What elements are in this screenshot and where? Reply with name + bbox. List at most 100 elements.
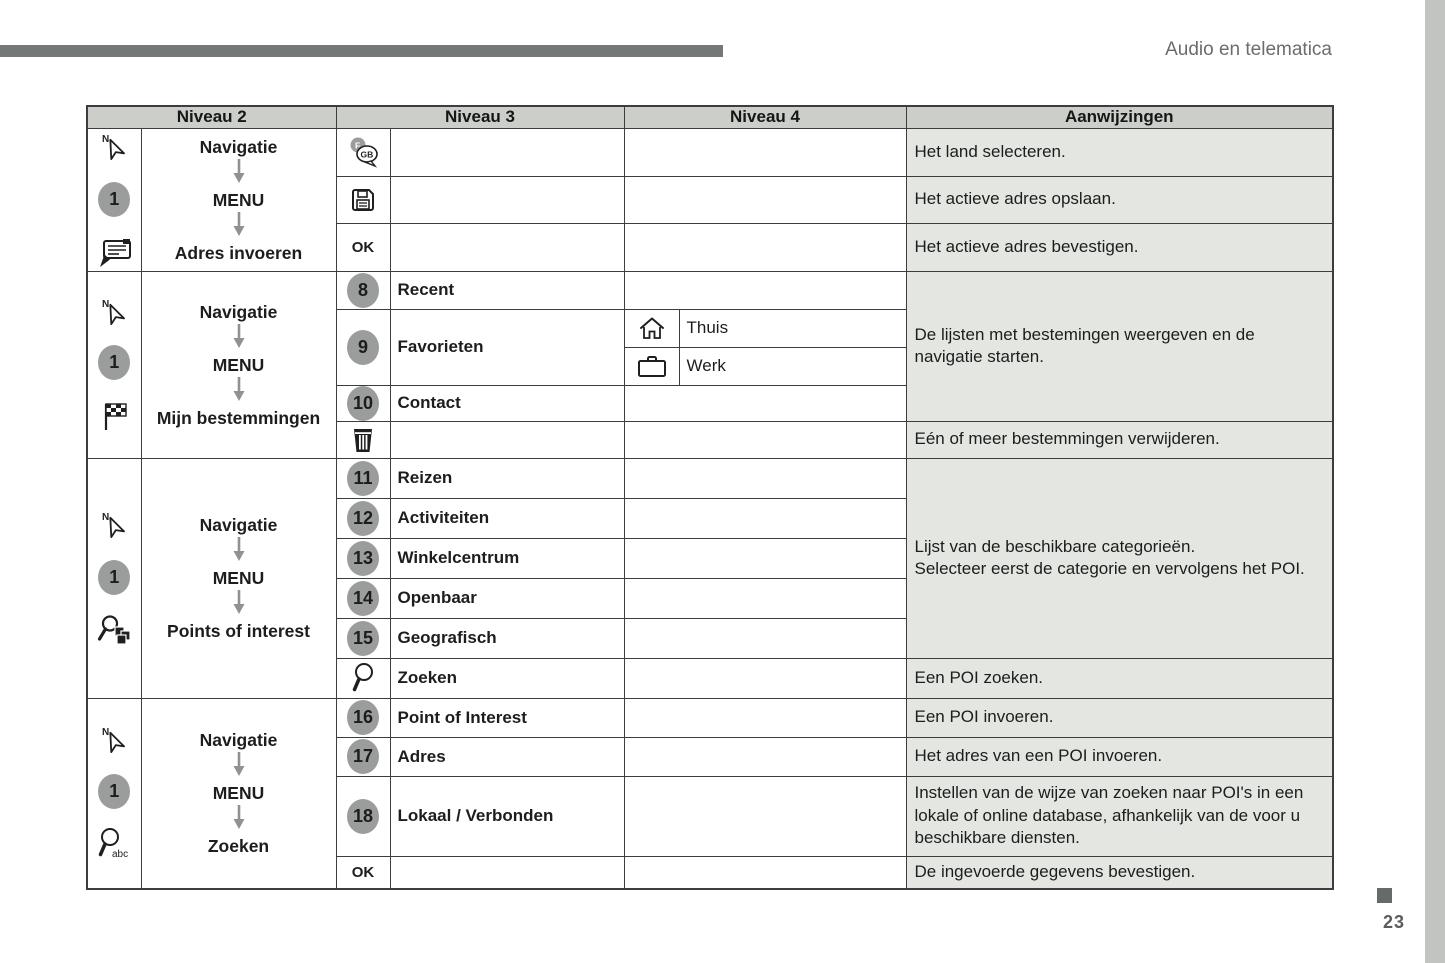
empty-cell [623,657,907,699]
number-badge: 16 [347,700,379,735]
table-row: OK Het actieve adres bevestigen. [87,222,1334,272]
number-badge-cell: 10 [335,384,391,422]
niveau2-path-cell: Navigatie MENU Zoeken [140,697,337,890]
menu-item-label: Geografisch [389,617,625,659]
menu-structure-table: Niveau 2 Niveau 3 Niveau 4 Aanwijzingen … [86,105,1334,890]
empty-cell [623,420,907,459]
number-badge: 9 [347,329,379,365]
empty-cell [623,775,907,857]
table-row: N 1 Navigatie MENU Adres invoeren [86,127,1334,272]
empty-cell [623,384,907,422]
checkered-flag-icon [100,399,128,433]
instruction-cell: Het actieve adres opslaan. [905,175,1334,224]
number-badge-cell: 8 [335,270,391,310]
down-arrow-icon [233,803,245,836]
menu-item-label: Zoeken [389,657,625,699]
address-entry-icon [95,238,133,268]
niveau2-icon-cell: N 1 [86,457,142,699]
number-badge-cell: 16 [335,697,391,738]
down-arrow-icon [233,588,245,621]
table-row: Zoeken Een POI zoeken. [87,657,1334,699]
svg-text:N: N [102,299,109,310]
down-arrow-icon [233,157,245,190]
search-icon-cell [335,657,391,699]
menu-item-label: Lokaal / Verbonden [389,775,625,857]
empty-cell [389,127,625,177]
menu-path-item: Adres invoeren [174,242,303,263]
number-badge: 13 [347,540,379,576]
menu-path-item: Mijn bestemmingen [156,407,321,428]
svg-text:N: N [102,512,109,523]
svg-text:F: F [355,141,360,151]
ok-button-label: OK [335,855,391,890]
briefcase-icon [625,354,678,378]
save-icon-cell [335,175,391,224]
table-row: OK De ingevoerde gegevens bevestigen. [87,855,1334,890]
empty-cell [623,537,907,579]
empty-cell [623,736,907,777]
language-selection-icon-cell: F GB [335,127,391,177]
svg-text:N: N [102,727,109,738]
instruction-cell: Het land selecteren. [905,127,1334,177]
instruction-cell: Instellen van de wijze van zoeken naar P… [905,775,1334,857]
number-badge: 14 [347,580,379,616]
number-badge: 11 [347,460,379,496]
instruction-cell: Lijst van de beschikbare categorieën. Se… [905,457,1334,659]
compass-icon: N [100,510,128,540]
step-1-badge: 1 [98,182,131,217]
niveau2-icon-cell: N 1 abc [86,697,142,890]
briefcase-icon-cell [623,346,680,386]
column-header-niveau3: Niveau 3 [335,105,625,129]
column-header-niveau2: Niveau 2 [86,105,337,129]
step-1-badge: 1 [98,559,131,595]
empty-cell [389,855,625,890]
menu-item-label: Reizen [389,457,625,499]
menu-item-label: Winkelcentrum [389,537,625,579]
instruction-cell: Het adres van een POI invoeren. [905,736,1334,777]
menu-path-item: Navigatie [199,730,278,751]
page-edge-rail [1425,0,1445,963]
empty-cell [389,175,625,224]
niveau2-path-cell: Navigatie MENU Points of interest [140,457,337,699]
menu-item-label: Contact [389,384,625,422]
empty-cell [623,175,907,224]
instruction-cell: Het actieve adres bevestigen. [905,222,1334,272]
number-badge: 8 [347,272,379,308]
number-badge-cell: 13 [335,537,391,579]
number-badge: 18 [347,798,379,834]
instruction-cell: Een POI invoeren. [905,697,1334,738]
language-selection-icon: F GB [337,136,389,168]
trash-icon-cell [335,420,391,459]
empty-cell [623,497,907,539]
top-accent-bar [0,45,723,57]
home-icon-cell [623,308,680,348]
column-header-aanwijzingen: Aanwijzingen [905,105,1334,129]
table-row: 15 Geografisch [87,617,1333,659]
svg-text:N: N [102,134,109,145]
table-row: Het actieve adres opslaan. [87,175,1334,224]
menu-item-label: Activiteiten [389,497,625,539]
compass-icon: N [100,132,128,162]
empty-cell [389,420,625,459]
table-header-row: Niveau 2 Niveau 3 Niveau 4 Aanwijzingen [86,105,1334,129]
instruction-cell: Eén of meer bestemmingen verwijderen. [905,420,1334,459]
menu-path-item: Points of interest [167,621,310,641]
number-badge-cell: 15 [335,617,391,659]
table-row: 9 Favorieten Thuis [87,308,1333,386]
niveau4-item-label: Thuis [678,308,907,348]
menu-path-item: MENU [212,189,265,210]
empty-cell [389,222,625,272]
down-arrow-icon [233,210,245,243]
trash-icon [337,425,389,455]
down-arrow-icon [233,535,245,568]
empty-cell [623,617,907,659]
empty-cell [623,855,907,890]
abc-search-icon: abc [97,827,131,861]
number-badge-cell: 18 [335,775,391,857]
empty-cell [623,270,907,310]
menu-path-item: Zoeken [207,836,270,857]
menu-item-label: Point of Interest [389,697,625,738]
home-icon [625,315,678,341]
number-badge: 17 [347,739,379,774]
instruction-cell: Een POI zoeken. [905,657,1334,699]
